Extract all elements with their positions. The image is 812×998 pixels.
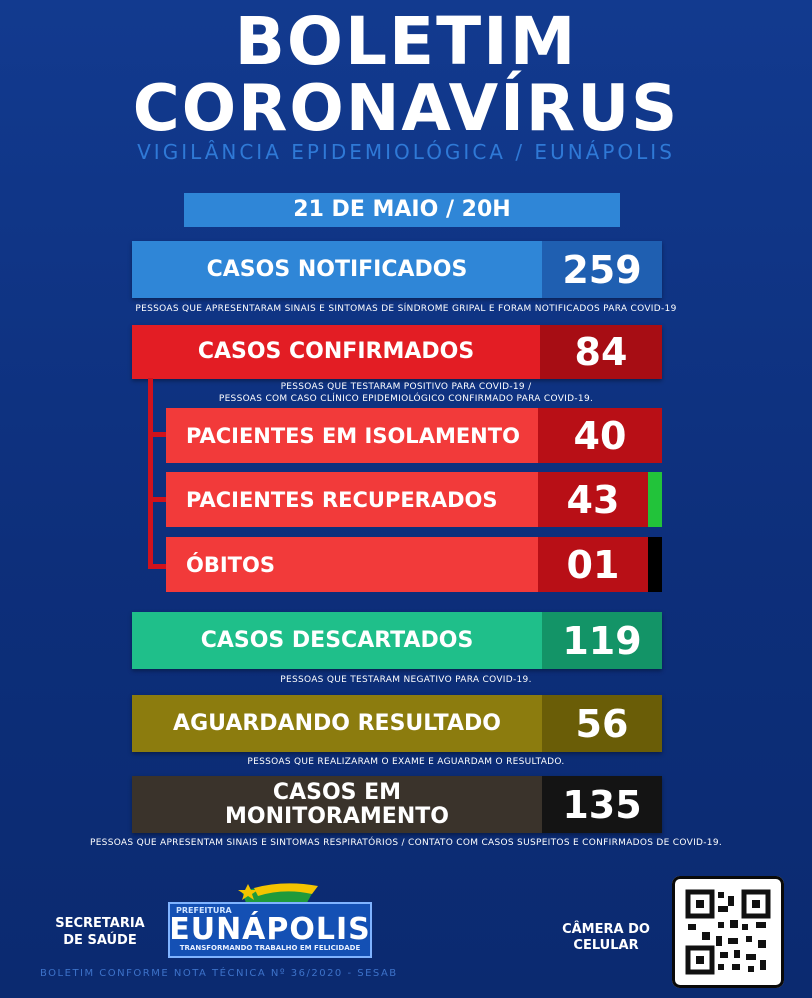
camera-line1: CÂMERA DO: [562, 922, 650, 937]
confirmados-label: CASOS CONFIRMADOS: [132, 325, 540, 379]
qr-code-graphic: [685, 889, 771, 975]
aguardando-note: PESSOAS QUE REALIZARAM O EXAME E AGUARDA…: [247, 757, 565, 767]
bracket-tick-obitos: [148, 564, 170, 569]
date-banner: 21 DE MAIO / 20H: [184, 193, 620, 227]
confirmados-row: CASOS CONFIRMADOS 84: [132, 325, 662, 379]
notificados-value: 259: [542, 241, 662, 298]
bracket-tick-isolamento: [148, 432, 170, 437]
logo-slogan: TRANSFORMANDO TRABALHO EM FELICIDADE: [179, 944, 361, 952]
notificados-label: CASOS NOTIFICADOS: [132, 241, 542, 298]
qr-code-icon[interactable]: [672, 876, 784, 988]
descartados-value: 119: [542, 612, 662, 669]
bottom-note: BOLETIM CONFORME NOTA TÉCNICA Nº 36/2020…: [40, 968, 398, 979]
camera-celular: CÂMERA DO CELULAR: [556, 922, 656, 954]
monitoramento-value: 135: [542, 776, 662, 833]
notificados-row: CASOS NOTIFICADOS 259: [132, 241, 662, 298]
obitos-value: 01: [538, 537, 648, 592]
monitoramento-label-line2: MONITORAMENTO: [225, 803, 449, 829]
obitos-black-tab: [648, 537, 662, 592]
confirmados-value: 84: [540, 325, 662, 379]
monitoramento-label-line1: CASOS EM: [272, 779, 402, 805]
aguardando-label: AGUARDANDO RESULTADO: [132, 695, 542, 752]
descartados-row: CASOS DESCARTADOS 119: [132, 612, 662, 669]
isolamento-label: PACIENTES EM ISOLAMENTO: [166, 408, 538, 463]
bracket-line: [148, 378, 153, 568]
descartados-note: PESSOAS QUE TESTARAM NEGATIVO PARA COVID…: [280, 675, 532, 685]
subtitle: VIGILÂNCIA EPIDEMIOLÓGICA / EUNÁPOLIS: [137, 140, 675, 164]
secretaria-saude: SECRETARIA DE SAÚDE: [42, 915, 158, 949]
obitos-label: ÓBITOS: [166, 537, 538, 592]
recuperados-value: 43: [538, 472, 648, 527]
aguardando-value: 56: [542, 695, 662, 752]
monitoramento-note: PESSOAS QUE APRESENTAM SINAIS E SINTOMAS…: [89, 838, 723, 848]
isolamento-row: PACIENTES EM ISOLAMENTO 40: [166, 408, 662, 463]
logo-box: [168, 902, 372, 958]
camera-line2: CELULAR: [573, 938, 639, 953]
secretaria-line1: SECRETARIA: [55, 916, 145, 931]
obitos-row: ÓBITOS 01: [166, 537, 662, 592]
notificados-note: PESSOAS QUE APRESENTARAM SINAIS E SINTOM…: [135, 304, 677, 314]
secretaria-line2: DE SAÚDE: [63, 933, 137, 948]
confirmados-note-2: PESSOAS COM CASO CLÍNICO EPIDEMIOLÓGICO …: [218, 394, 594, 404]
title-line1: BOLETIM: [234, 3, 578, 80]
monitoramento-row: CASOS EM MONITORAMENTO 135: [132, 776, 662, 833]
logo-prefeitura: PREFEITURA: [176, 906, 232, 915]
isolamento-value: 40: [538, 408, 662, 463]
title-line2: CORONAVÍRUS: [132, 72, 680, 146]
confirmados-note-1: PESSOAS QUE TESTARAM POSITIVO PARA COVID…: [280, 382, 532, 392]
monitoramento-label: CASOS EM MONITORAMENTO: [132, 776, 542, 833]
recuperados-label: PACIENTES RECUPERADOS: [166, 472, 538, 527]
logo-name: EUNÁPOLIS: [169, 912, 371, 947]
recuperados-green-tab: [648, 472, 662, 527]
recuperados-row: PACIENTES RECUPERADOS 43: [166, 472, 662, 527]
bracket-tick-recuperados: [148, 497, 170, 502]
aguardando-row: AGUARDANDO RESULTADO 56: [132, 695, 662, 752]
descartados-label: CASOS DESCARTADOS: [132, 612, 542, 669]
eunapolis-logo: PREFEITURA EUNÁPOLIS TRANSFORMANDO TRABA…: [168, 880, 372, 958]
